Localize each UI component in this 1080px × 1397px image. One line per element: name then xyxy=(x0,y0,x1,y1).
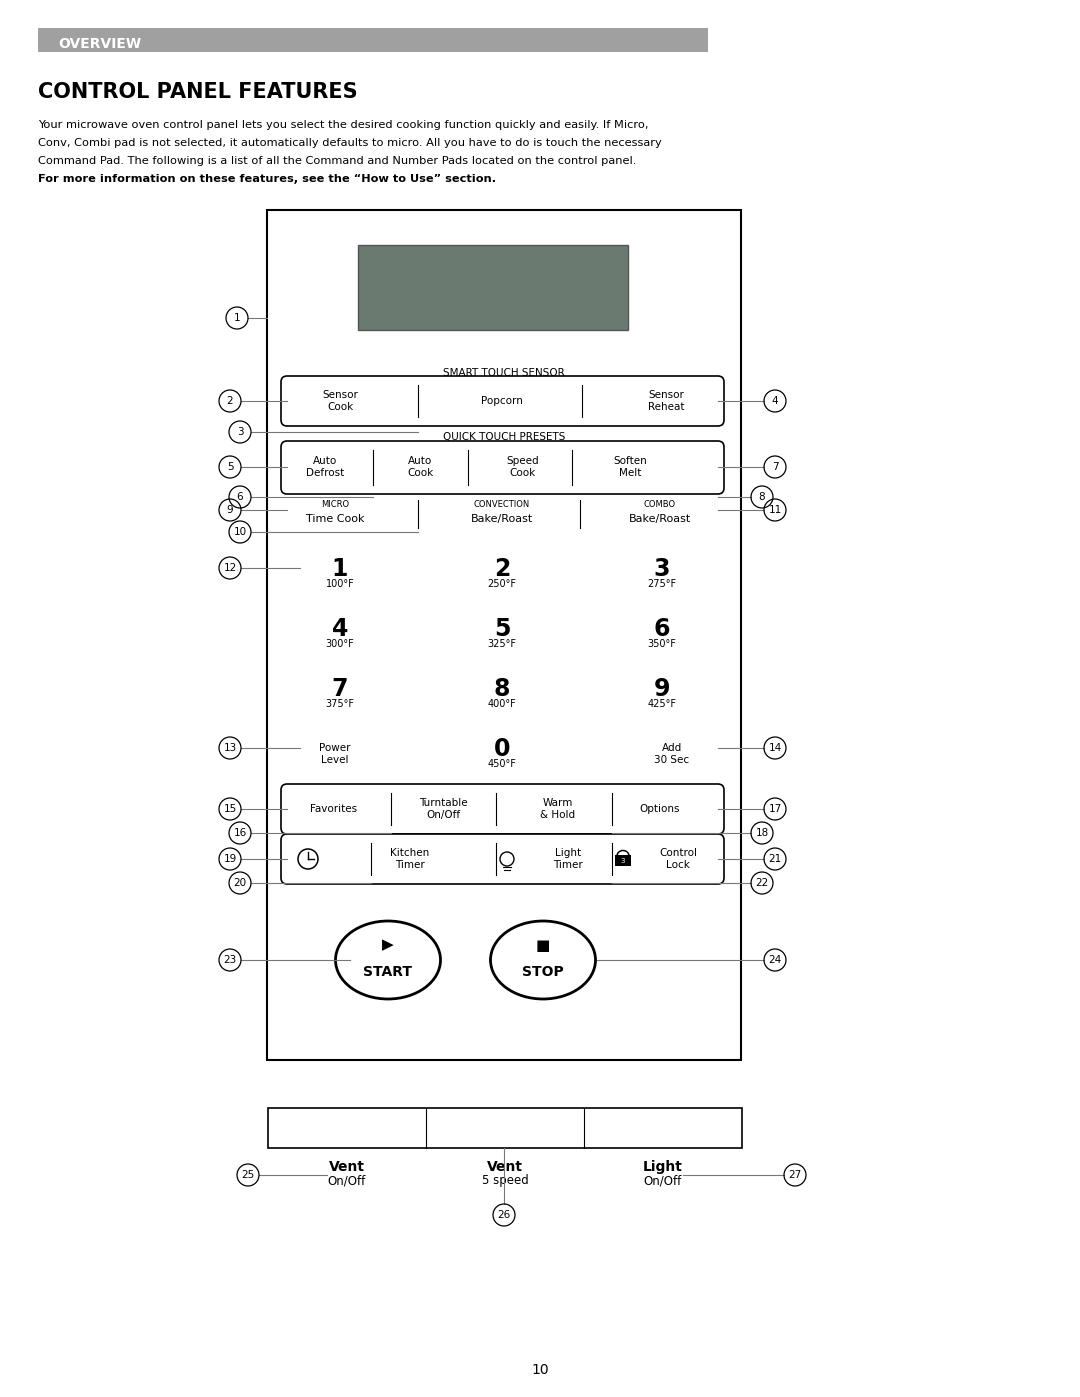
Text: 22: 22 xyxy=(755,877,769,888)
Text: 5: 5 xyxy=(494,617,510,641)
FancyBboxPatch shape xyxy=(281,376,724,426)
Text: Control
Lock: Control Lock xyxy=(659,848,697,870)
Text: QUICK TOUCH PRESETS: QUICK TOUCH PRESETS xyxy=(443,432,565,441)
Text: 3: 3 xyxy=(653,557,671,581)
Text: Speed
Cook: Speed Cook xyxy=(507,457,539,478)
Text: Vent: Vent xyxy=(487,1160,523,1173)
Text: On/Off: On/Off xyxy=(644,1173,683,1187)
Text: Kitchen
Timer: Kitchen Timer xyxy=(390,848,430,870)
Text: 17: 17 xyxy=(768,805,782,814)
Text: Auto
Defrost: Auto Defrost xyxy=(306,457,345,478)
Bar xyxy=(267,210,741,1060)
Text: 11: 11 xyxy=(768,504,782,515)
Text: 16: 16 xyxy=(233,828,246,838)
Text: 10: 10 xyxy=(531,1363,549,1377)
Text: 450°F: 450°F xyxy=(487,759,516,768)
Text: Popcorn: Popcorn xyxy=(481,395,523,407)
Text: 13: 13 xyxy=(224,743,237,753)
FancyBboxPatch shape xyxy=(281,441,724,495)
Text: Options: Options xyxy=(639,805,680,814)
Text: 1: 1 xyxy=(332,557,348,581)
Text: STOP: STOP xyxy=(522,965,564,979)
Text: Sensor
Reheat: Sensor Reheat xyxy=(648,390,685,412)
Text: 7: 7 xyxy=(332,678,348,701)
Text: On/Off: On/Off xyxy=(328,1173,366,1187)
Text: 8: 8 xyxy=(494,678,510,701)
Text: 6: 6 xyxy=(237,492,243,502)
Text: Bake/Roast: Bake/Roast xyxy=(629,514,691,524)
Text: 4: 4 xyxy=(332,617,348,641)
Text: Vent: Vent xyxy=(329,1160,365,1173)
Text: 21: 21 xyxy=(768,854,782,863)
Text: For more information on these features, see the “How to Use” section.: For more information on these features, … xyxy=(38,175,496,184)
Text: 325°F: 325°F xyxy=(487,638,516,650)
Text: Light
Timer: Light Timer xyxy=(553,848,583,870)
Text: 15: 15 xyxy=(224,805,237,814)
Text: ■: ■ xyxy=(536,937,550,953)
Text: 4: 4 xyxy=(772,395,779,407)
Text: 2: 2 xyxy=(227,395,233,407)
Text: COMBO: COMBO xyxy=(644,500,676,509)
Text: 375°F: 375°F xyxy=(325,698,354,710)
Text: 300°F: 300°F xyxy=(326,638,354,650)
Text: 8: 8 xyxy=(758,492,766,502)
Text: 26: 26 xyxy=(498,1210,511,1220)
Text: Warm
& Hold: Warm & Hold xyxy=(540,798,576,820)
Text: 100°F: 100°F xyxy=(326,578,354,590)
Text: 27: 27 xyxy=(788,1171,801,1180)
FancyBboxPatch shape xyxy=(281,834,724,884)
Text: 12: 12 xyxy=(224,563,237,573)
Text: 9: 9 xyxy=(653,678,671,701)
Text: 14: 14 xyxy=(768,743,782,753)
Text: 7: 7 xyxy=(772,462,779,472)
Text: CONVECTION: CONVECTION xyxy=(474,500,530,509)
FancyBboxPatch shape xyxy=(281,784,724,834)
Text: 6: 6 xyxy=(653,617,671,641)
Text: Power
Level: Power Level xyxy=(320,743,351,764)
Bar xyxy=(38,28,708,52)
Text: Light: Light xyxy=(643,1160,683,1173)
Text: Add
30 Sec: Add 30 Sec xyxy=(654,743,689,764)
Text: Sensor
Cook: Sensor Cook xyxy=(322,390,357,412)
Text: 18: 18 xyxy=(755,828,769,838)
Text: CONTROL PANEL FEATURES: CONTROL PANEL FEATURES xyxy=(38,82,357,102)
Text: Conv, Combi pad is not selected, it automatically defaults to micro. All you hav: Conv, Combi pad is not selected, it auto… xyxy=(38,138,662,148)
Bar xyxy=(615,855,631,866)
Text: 350°F: 350°F xyxy=(648,638,676,650)
Text: 10: 10 xyxy=(233,527,246,536)
Text: 400°F: 400°F xyxy=(488,698,516,710)
Text: Favorites: Favorites xyxy=(310,805,357,814)
Text: Time Cook: Time Cook xyxy=(306,514,364,524)
Text: Your microwave oven control panel lets you select the desired cooking function q: Your microwave oven control panel lets y… xyxy=(38,120,648,130)
Text: 250°F: 250°F xyxy=(487,578,516,590)
Text: 23: 23 xyxy=(224,956,237,965)
Text: START: START xyxy=(364,965,413,979)
Text: 5: 5 xyxy=(227,462,233,472)
Text: ▶: ▶ xyxy=(382,937,394,953)
Text: 3: 3 xyxy=(621,858,625,863)
Text: MICRO: MICRO xyxy=(321,500,349,509)
Text: 5 speed: 5 speed xyxy=(482,1173,528,1187)
Text: 2: 2 xyxy=(494,557,510,581)
Text: 3: 3 xyxy=(237,427,243,437)
Bar xyxy=(268,1108,742,1148)
Text: 24: 24 xyxy=(768,956,782,965)
Text: Command Pad. The following is a list of all the Command and Number Pads located : Command Pad. The following is a list of … xyxy=(38,156,636,166)
Text: 1: 1 xyxy=(233,313,241,323)
Text: 20: 20 xyxy=(233,877,246,888)
Text: 25: 25 xyxy=(241,1171,255,1180)
Text: Bake/Roast: Bake/Roast xyxy=(471,514,534,524)
Text: 0: 0 xyxy=(494,738,510,761)
Text: OVERVIEW: OVERVIEW xyxy=(58,36,141,52)
Text: 275°F: 275°F xyxy=(647,578,676,590)
Text: Turntable
On/Off: Turntable On/Off xyxy=(419,798,468,820)
Text: SMART TOUCH SENSOR: SMART TOUCH SENSOR xyxy=(443,367,565,379)
Bar xyxy=(357,244,627,330)
Text: Auto
Cook: Auto Cook xyxy=(407,457,433,478)
Text: 9: 9 xyxy=(227,504,233,515)
Text: 425°F: 425°F xyxy=(648,698,676,710)
Text: 19: 19 xyxy=(224,854,237,863)
Text: Soften
Melt: Soften Melt xyxy=(613,457,647,478)
